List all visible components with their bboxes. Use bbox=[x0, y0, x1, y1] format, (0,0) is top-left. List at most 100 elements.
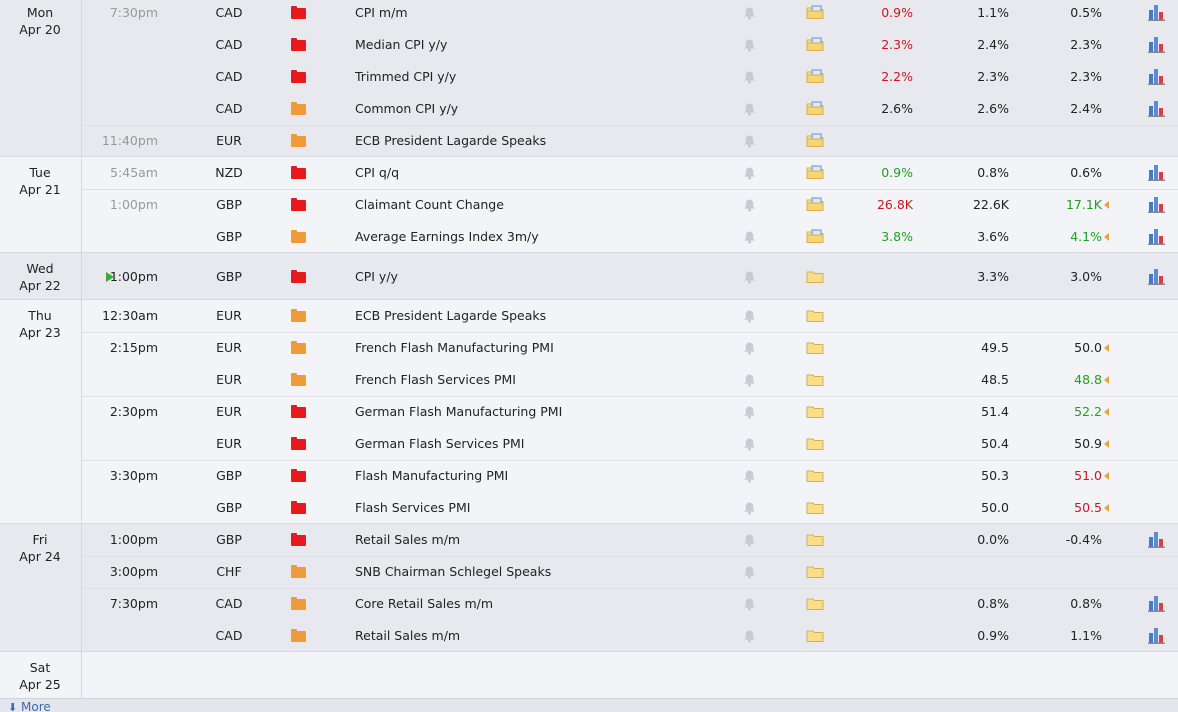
more-link[interactable]: ⬇ More bbox=[8, 700, 51, 712]
detail-folder-graphic bbox=[806, 310, 824, 322]
event-title[interactable]: ECB President Lagarde Speaks bbox=[355, 308, 547, 323]
impact-icon bbox=[291, 405, 306, 418]
alert-bell-graphic bbox=[744, 199, 755, 212]
impact-icon bbox=[291, 565, 306, 578]
chart-icon-graphic bbox=[1148, 532, 1165, 548]
alert-bell[interactable] bbox=[743, 6, 756, 20]
event-title[interactable]: CPI y/y bbox=[355, 268, 398, 284]
previous: 2.3% bbox=[1070, 37, 1102, 52]
event-title[interactable]: Average Earnings Index 3m/y bbox=[355, 229, 539, 244]
alert-bell[interactable] bbox=[743, 629, 756, 643]
event-title[interactable]: Trimmed CPI y/y bbox=[355, 69, 457, 84]
event-title[interactable]: Retail Sales m/m bbox=[355, 532, 461, 547]
up-next-marker bbox=[106, 271, 114, 282]
detail-folder[interactable] bbox=[806, 269, 824, 284]
event-title[interactable]: Core Retail Sales m/m bbox=[355, 596, 494, 611]
previous: 1.1% bbox=[1070, 628, 1102, 643]
currency: CAD bbox=[215, 5, 243, 20]
forecast: 0.0% bbox=[977, 532, 1009, 547]
event-title[interactable]: French Flash Manufacturing PMI bbox=[355, 340, 554, 355]
alert-bell[interactable] bbox=[743, 469, 756, 483]
detail-folder[interactable] bbox=[806, 37, 824, 52]
alert-bell[interactable] bbox=[743, 405, 756, 419]
chart-icon[interactable] bbox=[1148, 595, 1166, 612]
chart-icon[interactable] bbox=[1148, 68, 1166, 85]
event-title[interactable]: Retail Sales m/m bbox=[355, 628, 461, 643]
event-title[interactable]: CPI m/m bbox=[355, 5, 408, 20]
chart-icon[interactable] bbox=[1148, 164, 1166, 181]
alert-bell[interactable] bbox=[743, 309, 756, 323]
chart-icon[interactable] bbox=[1148, 36, 1166, 53]
chart-icon[interactable] bbox=[1148, 531, 1166, 548]
event-title[interactable]: Flash Manufacturing PMI bbox=[355, 468, 509, 483]
revised-marker bbox=[1104, 344, 1109, 352]
detail-folder[interactable] bbox=[806, 308, 824, 323]
impact-icon bbox=[291, 501, 306, 514]
detail-folder[interactable] bbox=[806, 628, 824, 643]
detail-folder[interactable] bbox=[806, 197, 824, 212]
detail-folder[interactable] bbox=[806, 229, 824, 244]
alert-bell[interactable] bbox=[743, 270, 756, 284]
alert-bell-graphic bbox=[744, 502, 755, 515]
alert-bell[interactable] bbox=[743, 134, 756, 148]
detail-folder[interactable] bbox=[806, 596, 824, 611]
alert-bell[interactable] bbox=[743, 341, 756, 355]
alert-bell[interactable] bbox=[743, 373, 756, 387]
detail-folder-graphic bbox=[806, 229, 824, 243]
detail-folder[interactable] bbox=[806, 500, 824, 515]
detail-folder[interactable] bbox=[806, 165, 824, 180]
alert-bell[interactable] bbox=[743, 533, 756, 547]
event-title[interactable]: SNB Chairman Schlegel Speaks bbox=[355, 564, 552, 579]
detail-folder[interactable] bbox=[806, 69, 824, 84]
detail-folder[interactable] bbox=[806, 468, 824, 483]
detail-folder[interactable] bbox=[806, 436, 824, 451]
event-title[interactable]: Median CPI y/y bbox=[355, 37, 448, 52]
event-title[interactable]: Claimant Count Change bbox=[355, 197, 504, 212]
revised-marker bbox=[1104, 201, 1109, 209]
detail-folder[interactable] bbox=[806, 372, 824, 387]
detail-folder[interactable] bbox=[806, 532, 824, 547]
alert-bell[interactable] bbox=[743, 198, 756, 212]
alert-bell[interactable] bbox=[743, 166, 756, 180]
event-title[interactable]: German Flash Manufacturing PMI bbox=[355, 404, 563, 419]
alert-bell[interactable] bbox=[743, 501, 756, 515]
detail-folder[interactable] bbox=[806, 340, 824, 355]
event-title[interactable]: Flash Services PMI bbox=[355, 500, 471, 515]
detail-folder-graphic bbox=[806, 5, 824, 19]
event-title[interactable]: Common CPI y/y bbox=[355, 101, 459, 116]
detail-folder[interactable] bbox=[806, 5, 824, 20]
detail-folder[interactable] bbox=[806, 564, 824, 579]
currency: EUR bbox=[216, 308, 242, 323]
detail-folder-graphic bbox=[806, 197, 824, 211]
detail-folder[interactable] bbox=[806, 101, 824, 116]
alert-bell[interactable] bbox=[743, 565, 756, 579]
chart-icon[interactable] bbox=[1148, 627, 1166, 644]
more-text[interactable]: More bbox=[21, 700, 51, 712]
previous: 50.9 bbox=[1074, 436, 1102, 451]
detail-folder[interactable] bbox=[806, 404, 824, 419]
alert-bell-graphic bbox=[744, 534, 755, 547]
event-title[interactable]: French Flash Services PMI bbox=[355, 372, 516, 387]
alert-bell[interactable] bbox=[743, 230, 756, 244]
alert-bell[interactable] bbox=[743, 437, 756, 451]
chart-icon[interactable] bbox=[1148, 100, 1166, 117]
event-title[interactable]: ECB President Lagarde Speaks bbox=[355, 133, 547, 148]
chart-icon[interactable] bbox=[1148, 4, 1166, 21]
currency: GBP bbox=[216, 468, 242, 483]
weekday: Tue bbox=[29, 165, 51, 180]
chart-icon[interactable] bbox=[1148, 228, 1166, 245]
alert-bell[interactable] bbox=[743, 38, 756, 52]
alert-bell[interactable] bbox=[743, 102, 756, 116]
chart-icon[interactable] bbox=[1148, 268, 1166, 285]
forecast: 48.5 bbox=[981, 372, 1009, 387]
currency: EUR bbox=[216, 404, 242, 419]
detail-folder[interactable] bbox=[806, 133, 824, 148]
previous: 50.0 bbox=[1074, 340, 1102, 355]
alert-bell[interactable] bbox=[743, 597, 756, 611]
chart-icon[interactable] bbox=[1148, 196, 1166, 213]
time: 7:30pm bbox=[109, 596, 158, 611]
alert-bell[interactable] bbox=[743, 70, 756, 84]
event-title[interactable]: German Flash Services PMI bbox=[355, 436, 525, 451]
event-title[interactable]: CPI q/q bbox=[355, 165, 400, 180]
currency: CAD bbox=[215, 596, 243, 611]
